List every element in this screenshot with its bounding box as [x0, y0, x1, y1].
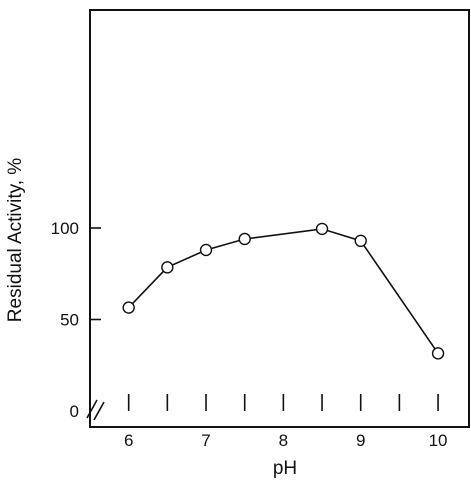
axis-break-marks	[86, 399, 105, 421]
data-point	[199, 243, 213, 257]
data-point	[161, 261, 174, 274]
data-point	[354, 234, 367, 248]
data-point	[122, 301, 135, 314]
y-axis-title: Residual Activity, %	[5, 158, 26, 322]
y-tick-label: 50	[60, 311, 79, 330]
x-tick-label: 9	[356, 431, 365, 450]
y-tick-label: 100	[51, 219, 79, 238]
x-axis: 6 7 8 9 10	[124, 394, 448, 450]
data-point	[431, 347, 445, 360]
plot-frame	[89, 9, 470, 428]
y-axis: 0 50 100	[51, 219, 101, 421]
x-tick-label: 10	[429, 431, 448, 450]
x-tick-label: 6	[124, 431, 133, 450]
x-tick-label: 7	[201, 431, 210, 450]
data-point	[315, 222, 329, 236]
x-axis-title: pH	[273, 458, 297, 479]
series-residual-activity	[122, 222, 445, 360]
x-tick-label: 8	[279, 431, 288, 450]
y-tick-label: 0	[70, 402, 79, 421]
series-line	[128, 228, 439, 354]
data-point	[238, 232, 251, 246]
